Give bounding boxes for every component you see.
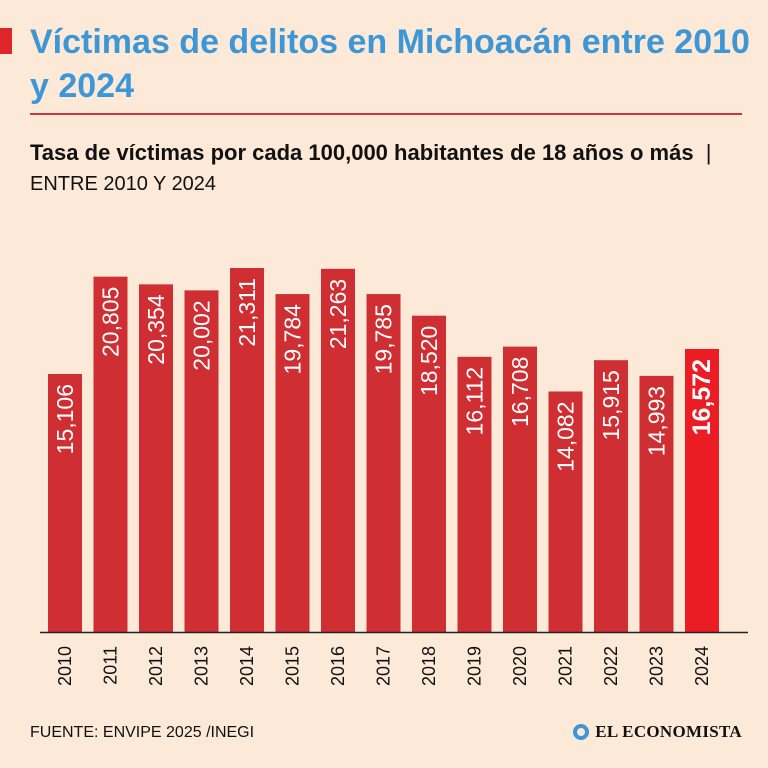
value-label-2011: 20,805 [98,287,124,357]
value-label-2020: 16,708 [507,357,533,427]
subtitle-description: Tasa de víctimas por cada 100,000 habita… [30,140,694,165]
value-label-2019: 16,112 [462,367,488,436]
title-divider [30,113,742,115]
bar-2011 [93,276,128,632]
x-tick-2023: 2023 [647,646,667,686]
bar-2021 [548,391,583,632]
source-note: FUENTE: ENVIPE 2025 /INEGI [30,724,255,741]
bar-2017 [366,294,401,632]
bar-2016 [321,268,355,632]
value-label-2013: 20,002 [189,300,215,370]
x-tick-2016: 2016 [328,646,348,686]
value-label-2024: 16,572 [688,359,716,435]
x-tick-2017: 2017 [374,646,394,686]
x-tick-2011: 2011 [101,646,121,685]
x-tick-2010: 2010 [55,646,75,686]
bar-2012 [139,284,173,632]
value-label-2010: 15,106 [52,384,78,454]
subtitle-separator: | [705,140,712,165]
value-label-2016: 21,263 [325,279,351,349]
bar-2022 [594,360,628,632]
value-label-2012: 20,354 [143,294,169,365]
bar-2014 [230,268,264,632]
subtitle-range: ENTRE 2010 Y 2024 [30,173,217,195]
value-label-2018: 18,520 [416,326,442,396]
bar-2018 [412,315,446,632]
chart-title: Víctimas de delitos en Michoacán entre 2… [30,23,750,105]
x-tick-2012: 2012 [146,646,166,686]
chart-subtitle: Tasa de víctimas por cada 100,000 habita… [30,138,740,199]
value-label-2017: 19,785 [371,304,397,374]
bar-chart: 15,106 2010 20,805 2011 20,354 2012 20,002 2013… [40,268,748,686]
value-label-2021: 14,082 [553,401,579,471]
x-tick-2015: 2015 [283,646,303,686]
brand-name: EL ECONOMISTA [595,722,742,741]
brand: EL ECONOMISTA [573,722,742,742]
bar-2020 [503,346,537,632]
value-label-2022: 15,915 [598,370,624,440]
bar-2019 [457,356,492,632]
x-tick-2022: 2022 [601,646,621,686]
bar-2023 [639,375,674,632]
x-tick-2024: 2024 [692,646,712,686]
accent-bar [0,28,12,54]
x-tick-2013: 2013 [192,646,212,686]
bar-2024 [685,348,719,632]
x-tick-2021: 2021 [556,646,576,686]
brand-logo-icon [573,724,590,740]
x-tick-2018: 2018 [419,646,439,686]
x-tick-2014: 2014 [237,646,257,686]
value-label-2014: 21,311 [234,278,260,347]
x-tick-2019: 2019 [465,646,485,686]
bar-2015 [275,294,310,632]
value-label-2015: 19,784 [280,304,306,375]
value-label-2023: 14,993 [644,386,670,456]
x-tick-2020: 2020 [510,646,530,686]
bar-2010 [48,373,82,632]
bar-2013 [184,290,219,632]
